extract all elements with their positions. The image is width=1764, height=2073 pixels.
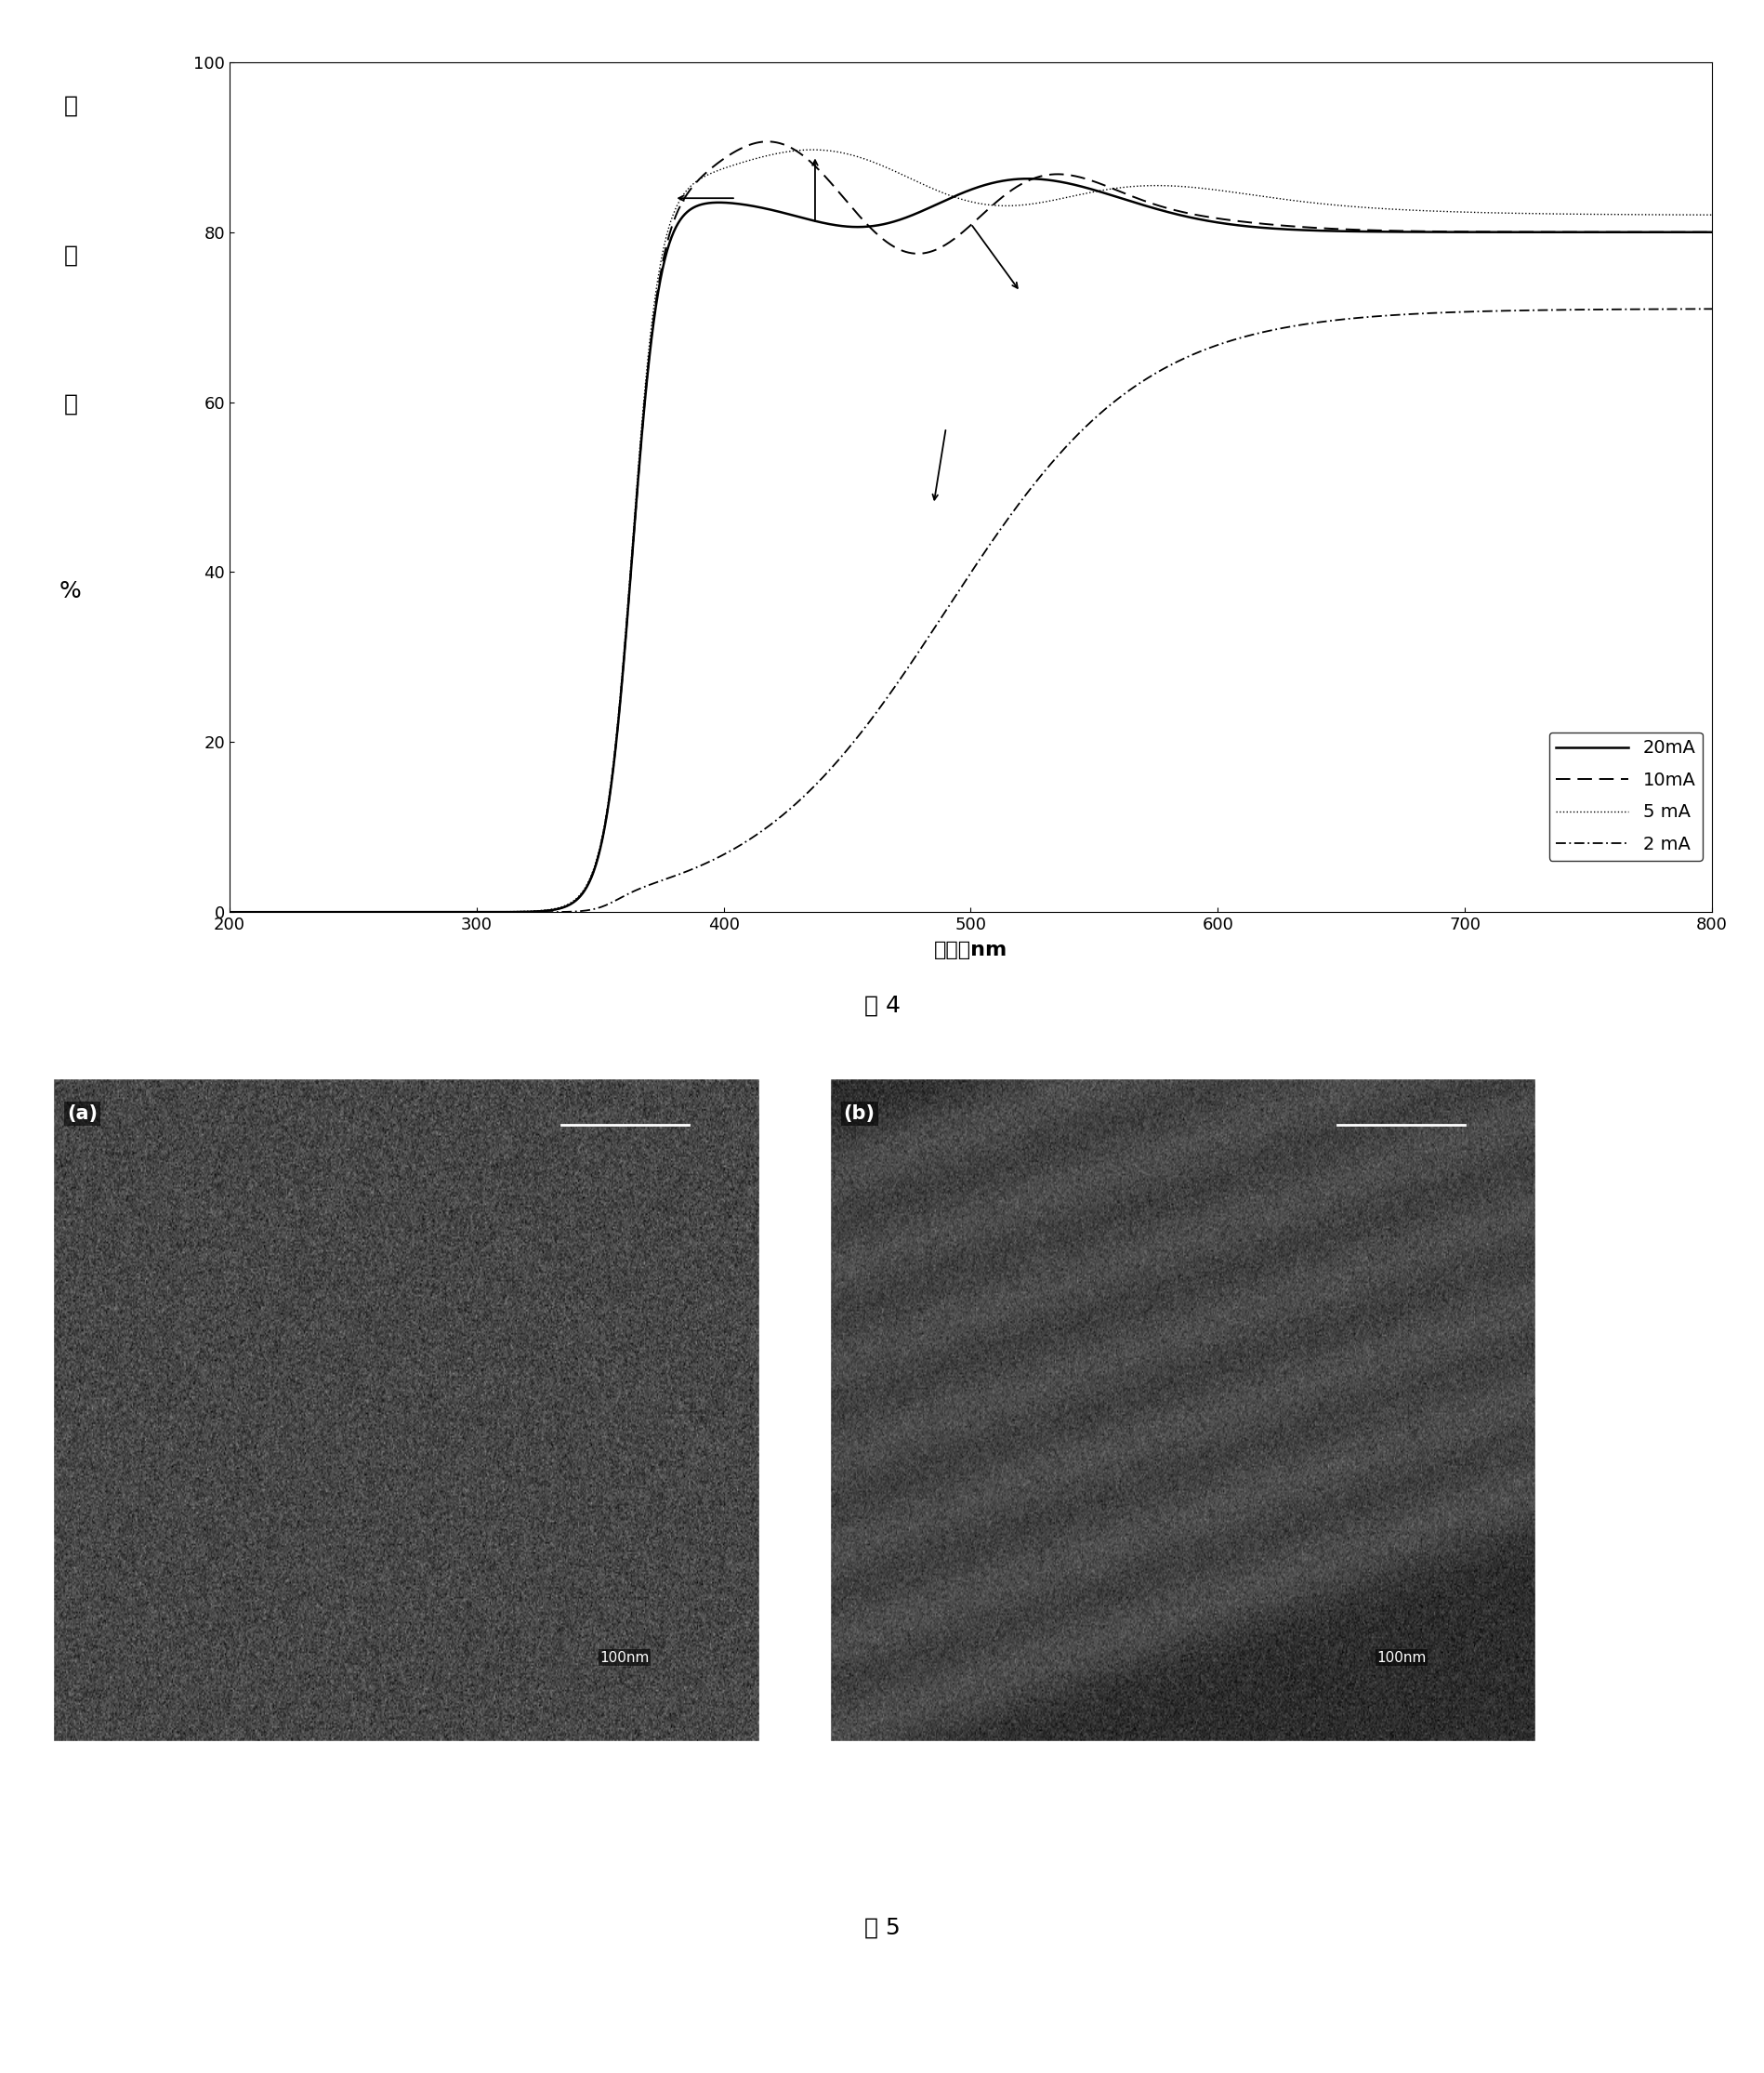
Text: 过: 过 [64,245,78,265]
X-axis label: 波长，nm: 波长，nm [933,941,1007,960]
Legend: 20mA, 10mA, 5 mA, 2 mA: 20mA, 10mA, 5 mA, 2 mA [1549,732,1702,860]
Text: 透: 透 [64,95,78,116]
Text: (a): (a) [67,1105,97,1124]
Text: 100nm: 100nm [1376,1650,1425,1665]
Text: %: % [60,580,81,601]
Text: 100nm: 100nm [600,1650,649,1665]
Text: 率: 率 [64,394,78,415]
Text: 图 4: 图 4 [864,995,900,1016]
Text: 图 5: 图 5 [864,1918,900,1938]
Text: (b): (b) [843,1105,875,1124]
